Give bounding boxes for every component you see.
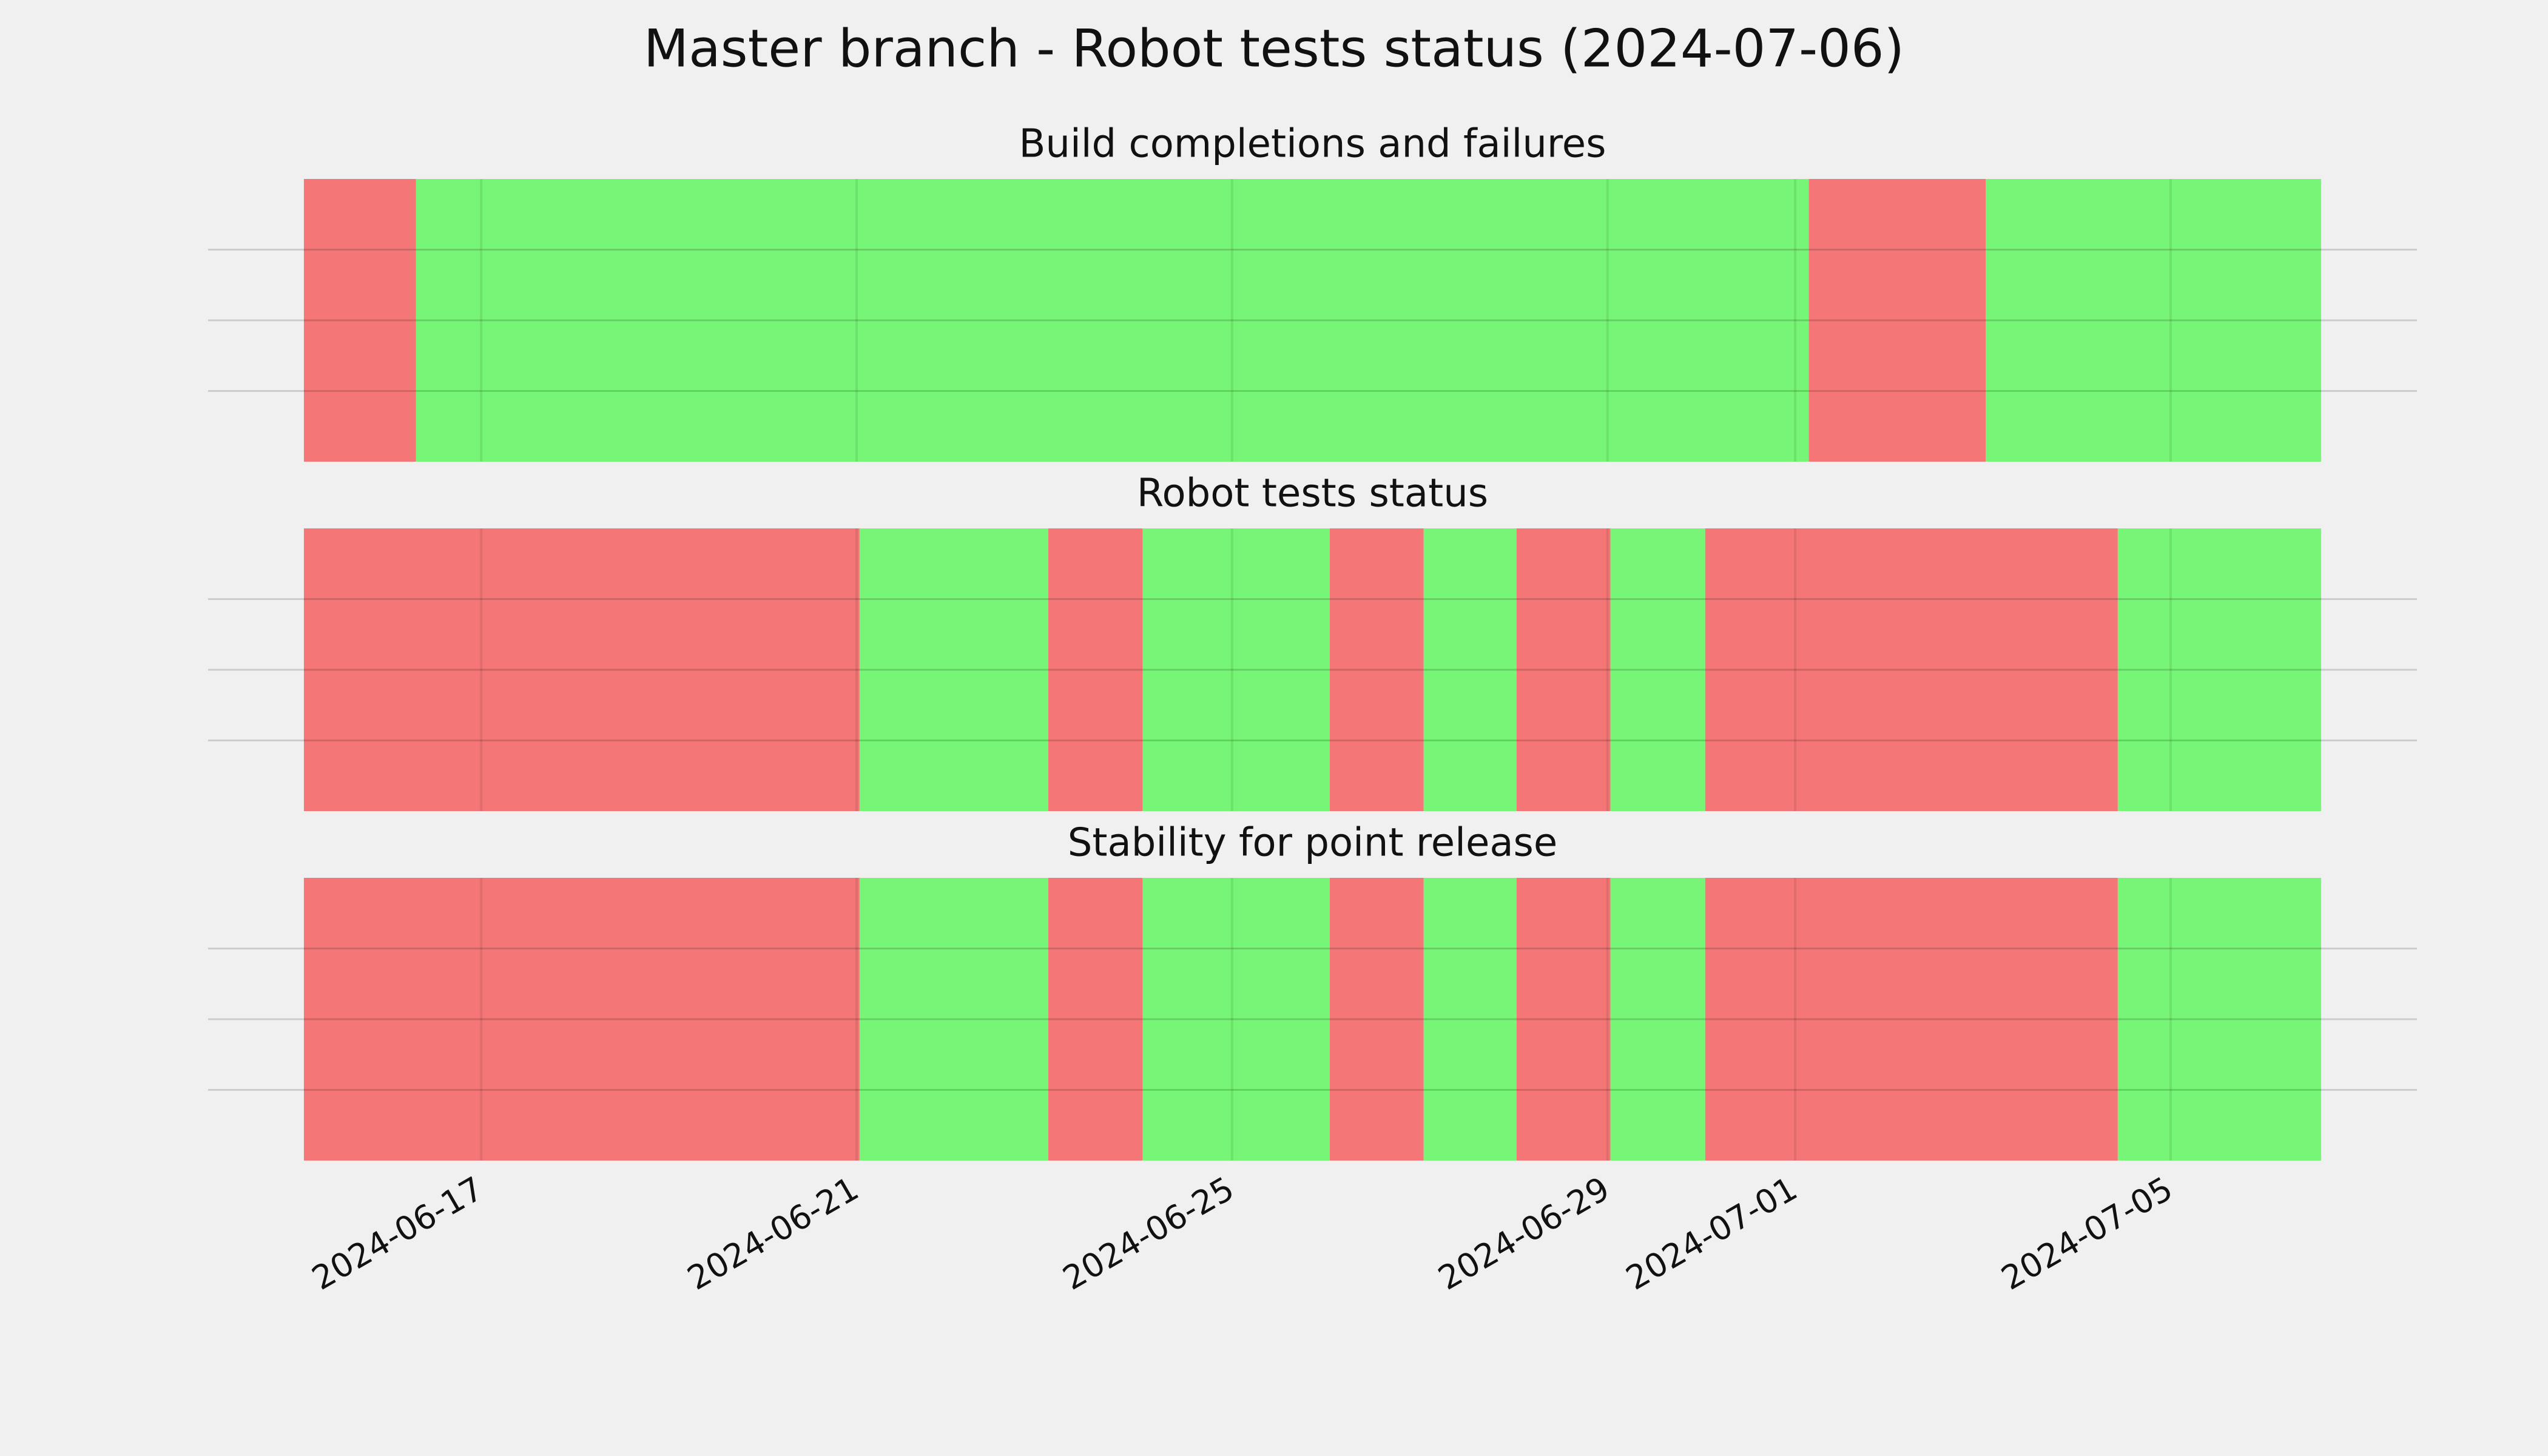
status-span: [1048, 528, 1143, 811]
status-span: [2117, 878, 2322, 1161]
status-span: [859, 528, 1048, 811]
status-span: [1610, 878, 1705, 1161]
status-span: [1048, 878, 1143, 1161]
status-span: [1516, 528, 1611, 811]
status-span: [1329, 528, 1424, 811]
status-span: [1705, 878, 2118, 1161]
status-span: [1329, 878, 1424, 1161]
status-span: [1986, 179, 2322, 462]
status-span: [416, 179, 1809, 462]
panel-title: Stability for point release: [1068, 821, 1558, 866]
status-span: [303, 528, 860, 811]
status-span: [1610, 528, 1705, 811]
status-span: [1423, 528, 1517, 811]
status-span: [2117, 528, 2322, 811]
status-span: [1705, 528, 2118, 811]
status-span: [303, 878, 860, 1161]
status-span: [1808, 179, 1986, 462]
status-span: [859, 878, 1048, 1161]
panel-title: Robot tests status: [1137, 471, 1488, 516]
chart-title: Master branch - Robot tests status (2024…: [644, 18, 1904, 79]
status-span: [303, 179, 416, 462]
status-span: [1142, 878, 1330, 1161]
status-span: [1516, 878, 1611, 1161]
panel-title: Build completions and failures: [1019, 122, 1606, 167]
status-span: [1423, 878, 1517, 1161]
status-span: [1142, 528, 1330, 811]
